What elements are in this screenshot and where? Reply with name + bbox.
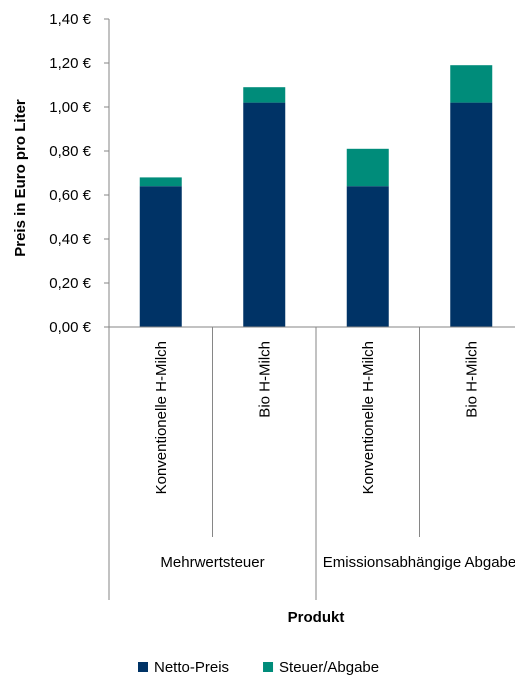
x-axis-title: Produkt <box>288 609 345 626</box>
group-label: Mehrwertsteuer <box>160 554 264 571</box>
x-axis: Konventionelle H-Milch Bio H-Milch Konvent… <box>108 326 515 600</box>
y-tick-label: 0,80 € <box>49 143 91 160</box>
bar-steuer-abgabe <box>243 87 286 103</box>
bar-netto-preis <box>243 102 286 327</box>
category-label: Konventionelle H-Milch <box>360 341 377 494</box>
y-tick-label: 0,40 € <box>49 231 91 248</box>
legend: Netto-Preis Steuer/Abgabe <box>138 659 379 676</box>
bar-netto-preis <box>139 186 182 327</box>
bar-steuer-abgabe <box>450 65 493 103</box>
bar-steuer-abgabe <box>346 148 389 187</box>
plot-area <box>139 65 493 327</box>
category-label: Konventionelle H-Milch <box>153 341 170 494</box>
group-label: Emissionsabhängige Abgabe <box>323 554 515 571</box>
legend-swatch <box>263 662 274 672</box>
bar-netto-preis <box>346 186 389 327</box>
bar-steuer-abgabe <box>139 177 182 187</box>
category-label: Bio H-Milch <box>463 341 480 418</box>
category-label: Bio H-Milch <box>256 341 273 418</box>
y-axis-title: Preis in Euro pro Liter <box>12 99 29 257</box>
legend-label: Netto-Preis <box>154 659 229 676</box>
y-tick-label: 1,40 € <box>49 11 91 28</box>
y-tick-label: 1,20 € <box>49 55 91 72</box>
y-tick-label: 1,00 € <box>49 99 91 116</box>
legend-label: Steuer/Abgabe <box>279 659 379 676</box>
bar-netto-preis <box>450 102 493 327</box>
y-tick-label: 0,20 € <box>49 275 91 292</box>
y-axis: 0,00 € 0,20 € 0,40 € 0,60 € 0,80 € 1,00 € 1,20… <box>49 11 110 336</box>
y-tick-label: 0,00 € <box>49 319 91 336</box>
y-tick-label: 0,60 € <box>49 187 91 204</box>
legend-swatch <box>138 662 148 672</box>
